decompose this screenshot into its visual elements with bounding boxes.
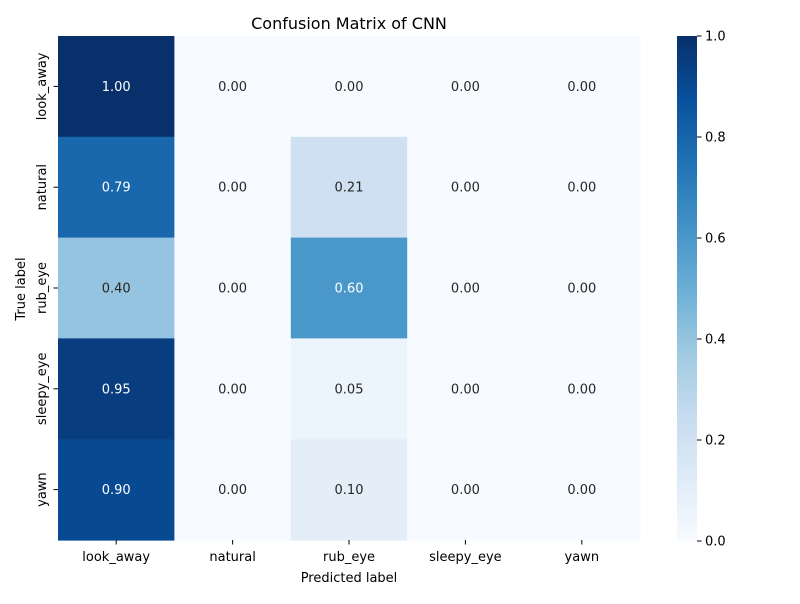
- cell-value-label: 1.00: [102, 80, 131, 95]
- x-tick-label: yawn: [565, 550, 600, 565]
- heatmap-cell: [407, 338, 525, 440]
- heatmap-cells: 1.00 0.00 0.00 0.00 0.00 0.79 0.00 0.21 0.00 0.00…: [58, 36, 641, 541]
- cell-value-label: 0.10: [335, 483, 364, 498]
- x-tick-label: look_away: [82, 550, 150, 565]
- colorbar-tick-label: 0.6: [705, 232, 726, 247]
- colorbar-tick-label: 1.0: [705, 30, 726, 45]
- cell-value-label: 0.00: [567, 80, 596, 95]
- y-tick-label: rub_eye: [35, 262, 50, 314]
- heatmap-cell: [174, 36, 292, 138]
- heatmap-cell: [174, 338, 292, 440]
- cell-value-label: 0.00: [218, 181, 247, 196]
- cell-value-label: 0.95: [102, 382, 131, 397]
- cell-value-label: 0.00: [218, 282, 247, 297]
- colorbar: 0.0 0.2 0.4 0.6 0.8 1.0: [677, 30, 726, 550]
- heatmap-cell: [58, 237, 175, 339]
- chart-title: Confusion Matrix of CNN: [251, 14, 447, 33]
- heatmap-cell: [523, 338, 641, 440]
- x-axis-label: Predicted label: [301, 571, 398, 586]
- cell-value-label: 0.90: [102, 483, 131, 498]
- colorbar-tick-label: 0.8: [705, 131, 726, 146]
- cell-value-label: 0.00: [567, 282, 596, 297]
- heatmap-cell: [523, 136, 641, 239]
- cell-value-label: 0.00: [335, 80, 364, 95]
- y-tick-label: sleepy_eye: [35, 353, 50, 426]
- cell-value-label: 0.00: [451, 181, 480, 196]
- y-axis-label: True label: [14, 257, 29, 321]
- colorbar-gradient: [677, 36, 697, 541]
- colorbar-tick-label: 0.0: [705, 535, 726, 550]
- y-tick-label: natural: [35, 164, 50, 210]
- colorbar-tick-label: 0.2: [705, 434, 726, 449]
- cell-value-label: 0.00: [567, 382, 596, 397]
- heatmap-cell: [523, 237, 641, 339]
- cell-value-label: 0.00: [451, 282, 480, 297]
- x-tick-label: rub_eye: [323, 550, 375, 565]
- heatmap-cell: [523, 439, 641, 541]
- cell-value-label: 0.05: [335, 382, 364, 397]
- heatmap-cell: [290, 439, 408, 541]
- heatmap-cell: [174, 439, 292, 541]
- cell-value-label: 0.00: [451, 382, 480, 397]
- colorbar-tick-label: 0.4: [705, 333, 726, 348]
- cell-value-label: 0.00: [451, 483, 480, 498]
- x-tick-label: natural: [209, 550, 255, 565]
- cell-value-label: 0.00: [218, 80, 247, 95]
- heatmap-cell: [290, 338, 408, 440]
- cell-value-label: 0.00: [218, 382, 247, 397]
- x-tick-labels: look_away natural rub_eye sleepy_eye yawn: [82, 540, 599, 565]
- heatmap-cell: [174, 237, 292, 339]
- cell-value-label: 0.00: [218, 483, 247, 498]
- cell-value-label: 0.40: [102, 282, 131, 297]
- heatmap-cell: [290, 136, 408, 239]
- heatmap-cell: [407, 136, 525, 239]
- cell-value-label: 0.21: [335, 181, 364, 196]
- heatmap-cell: [407, 237, 525, 339]
- x-tick-label: sleepy_eye: [429, 550, 502, 565]
- heatmap-cell: [174, 136, 292, 239]
- cell-value-label: 0.00: [567, 181, 596, 196]
- y-tick-label: look_away: [35, 52, 50, 120]
- heatmap-cell: [58, 338, 175, 440]
- cell-value-label: 0.00: [567, 483, 596, 498]
- cell-value-label: 0.60: [335, 282, 364, 297]
- cell-value-label: 0.00: [451, 80, 480, 95]
- heatmap-cell: [58, 136, 175, 239]
- heatmap-cell: [290, 237, 408, 339]
- y-tick-label: yawn: [35, 472, 50, 507]
- heatmap-cell: [407, 36, 525, 138]
- cell-value-label: 0.79: [102, 181, 131, 196]
- heatmap-cell: [58, 439, 175, 541]
- heatmap-cell: [407, 439, 525, 541]
- heatmap-cell: [290, 36, 408, 138]
- heatmap-cell: [523, 36, 641, 138]
- heatmap-cell: [58, 36, 175, 138]
